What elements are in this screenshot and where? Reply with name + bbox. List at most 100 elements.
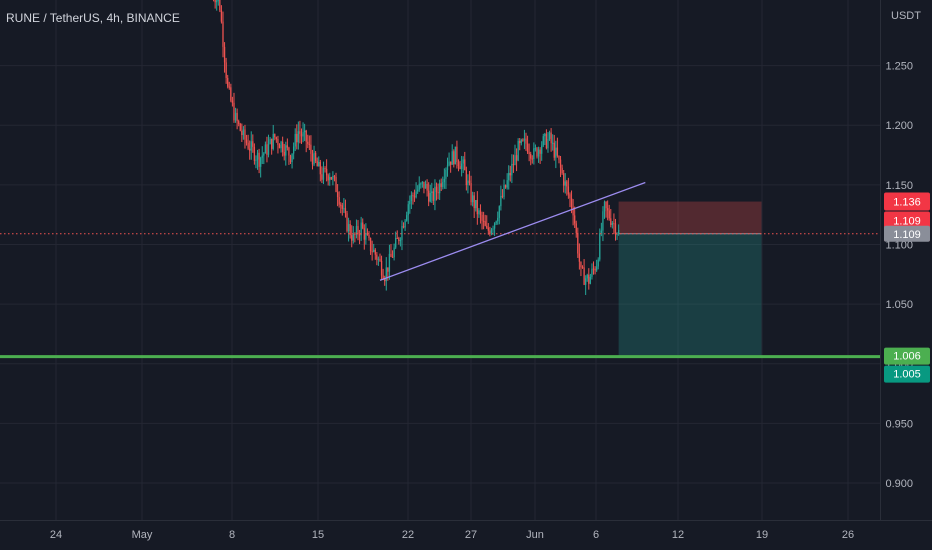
candle-body — [325, 168, 328, 176]
candle-body — [611, 223, 613, 225]
candle-body — [572, 207, 574, 216]
candle-body — [388, 253, 391, 272]
candle-body — [234, 112, 237, 121]
candle-body — [470, 183, 472, 203]
candle-body — [418, 183, 420, 190]
candle-body — [292, 146, 295, 154]
candle-body — [285, 145, 287, 156]
price-axis-panel — [880, 0, 932, 550]
candle-body — [319, 161, 321, 175]
candle-body — [600, 230, 603, 234]
candle-body — [453, 151, 455, 165]
candle-body — [230, 87, 232, 101]
candle-body — [605, 201, 607, 209]
candle-body — [349, 224, 351, 236]
candle-body — [351, 235, 353, 241]
candle-body — [614, 223, 617, 235]
candle-body — [468, 180, 471, 184]
candle-body — [539, 149, 541, 154]
candle-body — [404, 220, 406, 228]
candle-body — [555, 147, 557, 158]
entry-price-label: 1.109 — [893, 229, 921, 241]
candle-body — [241, 130, 243, 136]
candle-body — [406, 215, 408, 221]
candle-body — [435, 186, 438, 193]
time-tick-label: 8 — [229, 529, 235, 541]
candle-body — [552, 142, 554, 144]
time-tick-label: 26 — [842, 529, 854, 541]
candle-body — [380, 260, 383, 276]
candle-body — [421, 181, 424, 184]
candle-body — [504, 185, 507, 188]
time-tick-label: May — [132, 529, 153, 541]
current-price-label: 1.109 — [893, 216, 921, 228]
candle-body — [379, 258, 381, 261]
time-tick-label: 19 — [756, 529, 768, 541]
candle-body — [280, 141, 282, 149]
candle-body — [570, 198, 573, 208]
candle-body — [464, 159, 466, 171]
price-tick-label: 1.150 — [885, 180, 913, 192]
candle-body — [384, 279, 386, 282]
candle-body — [511, 163, 513, 176]
candle-body — [460, 163, 463, 170]
time-tick-label: 27 — [465, 529, 477, 541]
candle-body — [311, 153, 314, 165]
candle-body — [258, 152, 260, 167]
candle-body — [558, 155, 560, 160]
candle-body — [377, 258, 380, 260]
candle-body — [442, 182, 444, 187]
candle-body — [537, 149, 540, 157]
candle-body — [591, 268, 593, 277]
support-price-tag — [884, 347, 930, 365]
candle-body — [236, 112, 238, 122]
candle-body — [314, 152, 317, 161]
candle-body — [247, 142, 249, 149]
candle-body — [574, 215, 576, 224]
candle-body — [245, 139, 248, 143]
candle-body — [238, 121, 240, 124]
candle-body — [233, 102, 235, 121]
candle-body — [495, 221, 497, 224]
candle-body — [459, 166, 461, 170]
candle-body — [217, 0, 219, 1]
candle-body — [387, 267, 389, 272]
candle-body — [227, 77, 229, 87]
candle-body — [253, 146, 256, 161]
candle-body — [288, 147, 290, 156]
candle-body — [501, 195, 504, 197]
candle-body — [282, 141, 284, 153]
take-profit-zone — [618, 233, 762, 357]
candle-body — [606, 208, 609, 211]
candle-body — [329, 177, 331, 181]
candle-body — [255, 159, 257, 161]
candle-body — [366, 233, 369, 235]
candle-body — [577, 232, 579, 254]
candle-body — [250, 141, 252, 151]
candle-body — [445, 169, 447, 179]
candle-body — [396, 237, 398, 239]
candle-body — [417, 189, 419, 192]
candle-body — [341, 205, 343, 209]
candle-body — [289, 155, 292, 163]
candle-body — [594, 268, 596, 271]
candle-body — [358, 234, 361, 236]
candle-body — [533, 148, 535, 160]
candle-body — [222, 21, 224, 47]
candle-body — [407, 204, 409, 216]
price-tick-label: 0.900 — [885, 478, 913, 490]
candle-body — [274, 134, 276, 138]
candle-body — [603, 201, 606, 212]
candle-body — [429, 192, 431, 202]
candle-body — [294, 133, 296, 147]
candle-body — [526, 143, 529, 153]
candle-body — [440, 183, 442, 187]
candle-body — [264, 144, 267, 154]
candle-body — [586, 274, 588, 279]
candle-body — [346, 213, 348, 232]
candle-body — [275, 137, 278, 140]
candle-body — [602, 211, 604, 231]
candle-body — [528, 152, 530, 155]
